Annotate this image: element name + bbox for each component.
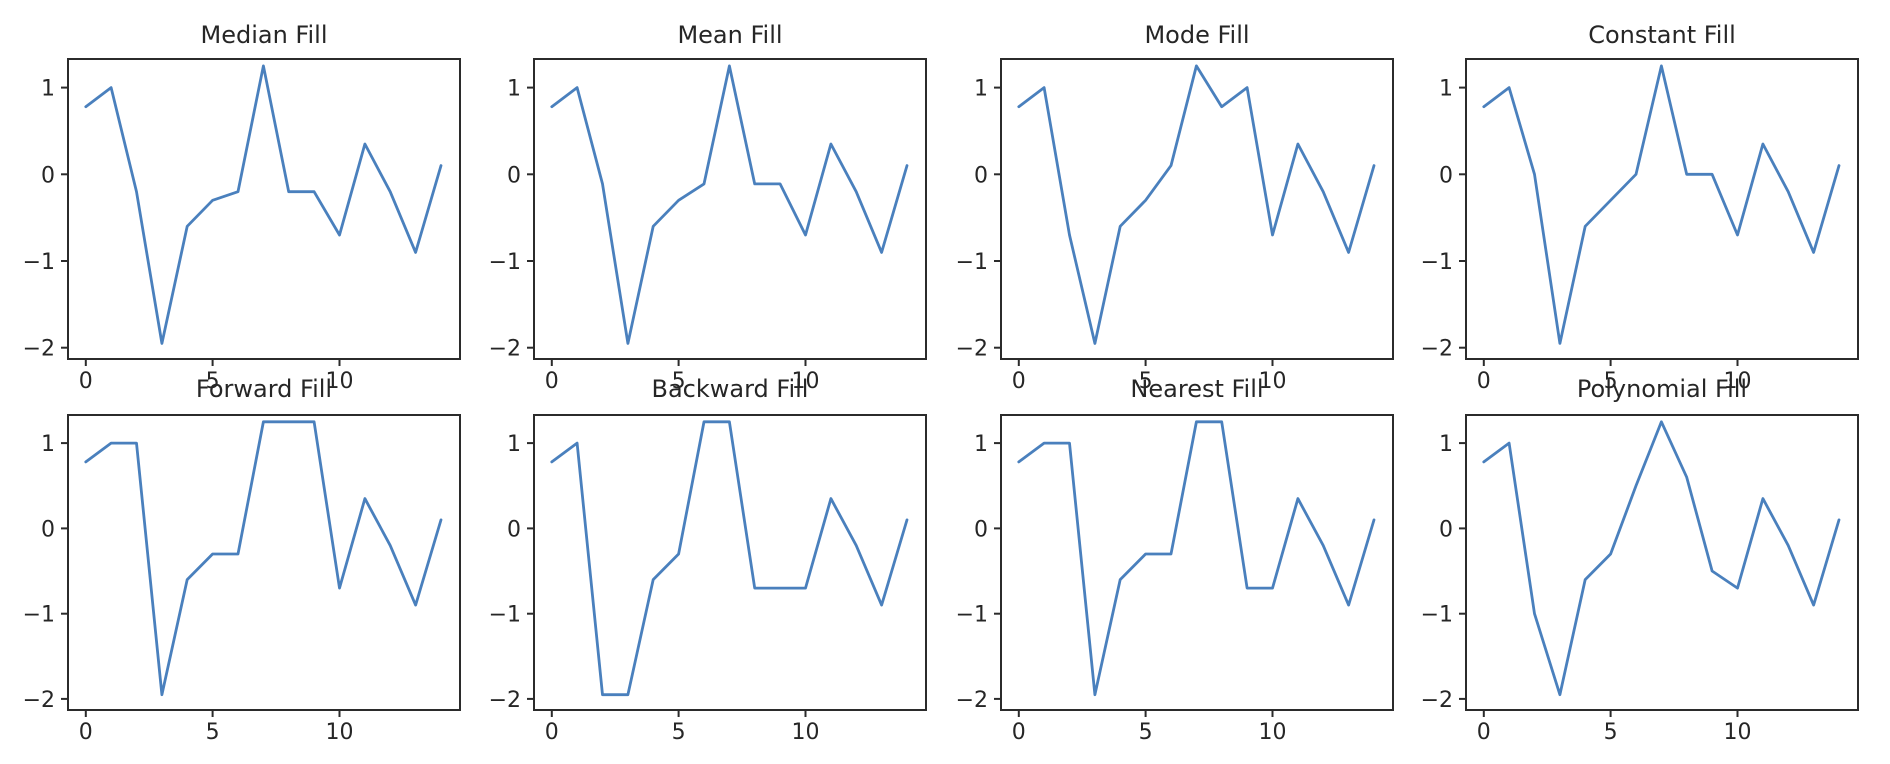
svg-text:10: 10 — [1259, 369, 1287, 394]
subplot-backward-fill: Backward Fill 0 5 10 1 0 −1 −2 — [484, 369, 936, 755]
svg-text:0: 0 — [1012, 369, 1026, 394]
chart-title: Forward Fill — [195, 375, 333, 403]
svg-text:0: 0 — [545, 720, 559, 745]
svg-text:5: 5 — [206, 720, 220, 745]
svg-text:−2: −2 — [1421, 337, 1453, 362]
svg-text:0: 0 — [1477, 720, 1491, 745]
svg-text:1: 1 — [1439, 432, 1453, 457]
subplot-mean-fill: Mean Fill 0 5 10 1 0 −1 −2 — [484, 13, 936, 404]
svg-text:0: 0 — [1477, 369, 1491, 394]
svg-text:−1: −1 — [1421, 603, 1453, 628]
svg-text:0: 0 — [545, 369, 559, 394]
svg-text:10: 10 — [1259, 720, 1287, 745]
chart-title: Constant Fill — [1588, 21, 1736, 49]
chart-title: Nearest Fill — [1130, 375, 1264, 403]
svg-text:1: 1 — [507, 432, 521, 457]
svg-text:0: 0 — [41, 163, 55, 188]
svg-text:1: 1 — [41, 432, 55, 457]
svg-text:0: 0 — [79, 720, 93, 745]
svg-text:−2: −2 — [23, 688, 55, 713]
svg-text:0: 0 — [41, 517, 55, 542]
svg-text:−1: −1 — [489, 603, 521, 628]
svg-text:−1: −1 — [23, 603, 55, 628]
svg-text:10: 10 — [792, 369, 820, 394]
svg-text:0: 0 — [507, 163, 521, 188]
svg-text:5: 5 — [672, 369, 686, 394]
svg-text:−2: −2 — [489, 337, 521, 362]
svg-text:5: 5 — [1139, 369, 1153, 394]
subplot-forward-fill: Forward Fill 0 5 10 1 0 −1 −2 — [18, 369, 470, 755]
svg-text:10: 10 — [1724, 369, 1752, 394]
chart-title: Backward Fill — [651, 375, 809, 403]
svg-text:1: 1 — [507, 77, 521, 102]
chart-title: Mode Fill — [1144, 21, 1250, 49]
svg-text:0: 0 — [79, 369, 93, 394]
subplot-polynomial-fill: Polynomial Fill 0 5 10 1 0 −1 −2 — [1416, 369, 1868, 755]
svg-text:−1: −1 — [956, 603, 988, 628]
svg-text:−2: −2 — [23, 337, 55, 362]
svg-text:10: 10 — [326, 720, 354, 745]
svg-text:1: 1 — [41, 77, 55, 102]
svg-text:−1: −1 — [489, 250, 521, 275]
svg-text:1: 1 — [974, 77, 988, 102]
svg-text:5: 5 — [672, 720, 686, 745]
svg-text:−1: −1 — [23, 250, 55, 275]
svg-text:5: 5 — [1604, 369, 1618, 394]
chart-title: Median Fill — [200, 21, 328, 49]
svg-text:10: 10 — [326, 369, 354, 394]
subplot-constant-fill: Constant Fill 0 5 10 1 0 −1 −2 — [1416, 13, 1868, 404]
svg-text:5: 5 — [1139, 720, 1153, 745]
svg-text:0: 0 — [507, 517, 521, 542]
chart-title: Mean Fill — [677, 21, 783, 49]
svg-text:1: 1 — [974, 432, 988, 457]
subplot-median-fill: Median Fill 0 5 10 1 0 −1 −2 — [18, 13, 470, 404]
svg-text:−1: −1 — [1421, 250, 1453, 275]
subplot-mode-fill: Mode Fill 0 5 10 1 0 −1 −2 — [951, 13, 1403, 404]
svg-text:0: 0 — [1439, 517, 1453, 542]
svg-text:−1: −1 — [956, 250, 988, 275]
svg-text:−2: −2 — [1421, 688, 1453, 713]
svg-text:0: 0 — [974, 517, 988, 542]
svg-text:0: 0 — [974, 163, 988, 188]
svg-text:0: 0 — [1012, 720, 1026, 745]
subplot-nearest-fill: Nearest Fill 0 5 10 1 0 −1 −2 — [951, 369, 1403, 755]
svg-text:−2: −2 — [956, 337, 988, 362]
svg-text:−2: −2 — [489, 688, 521, 713]
svg-text:5: 5 — [1604, 720, 1618, 745]
svg-text:1: 1 — [1439, 77, 1453, 102]
svg-text:10: 10 — [1724, 720, 1752, 745]
svg-text:10: 10 — [792, 720, 820, 745]
svg-text:0: 0 — [1439, 163, 1453, 188]
svg-text:−2: −2 — [956, 688, 988, 713]
svg-text:5: 5 — [206, 369, 220, 394]
chart-title: Polynomial Fill — [1576, 375, 1748, 403]
